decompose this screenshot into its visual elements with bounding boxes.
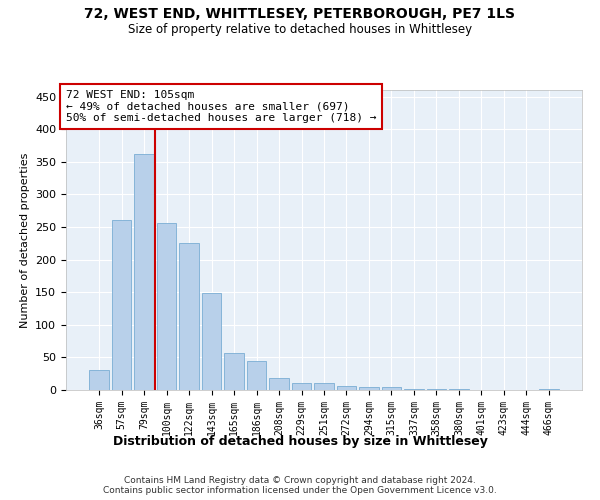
Bar [359,386,379,390]
Y-axis label: Number of detached properties: Number of detached properties [20,152,29,328]
Bar [314,384,334,390]
Bar [179,244,199,390]
Bar [157,223,176,390]
Text: Contains HM Land Registry data © Crown copyright and database right 2024.
Contai: Contains HM Land Registry data © Crown c… [103,476,497,495]
Bar [382,386,401,390]
Bar [134,154,154,390]
Bar [337,386,356,390]
Bar [292,384,311,390]
Bar [202,294,221,390]
Text: 72 WEST END: 105sqm
← 49% of detached houses are smaller (697)
50% of semi-detac: 72 WEST END: 105sqm ← 49% of detached ho… [66,90,377,123]
Text: Distribution of detached houses by size in Whittlesey: Distribution of detached houses by size … [113,435,487,448]
Bar [89,370,109,390]
Bar [112,220,131,390]
Bar [247,362,266,390]
Bar [269,378,289,390]
Bar [224,353,244,390]
Text: Size of property relative to detached houses in Whittlesey: Size of property relative to detached ho… [128,22,472,36]
Text: 72, WEST END, WHITTLESEY, PETERBOROUGH, PE7 1LS: 72, WEST END, WHITTLESEY, PETERBOROUGH, … [85,8,515,22]
Bar [404,388,424,390]
